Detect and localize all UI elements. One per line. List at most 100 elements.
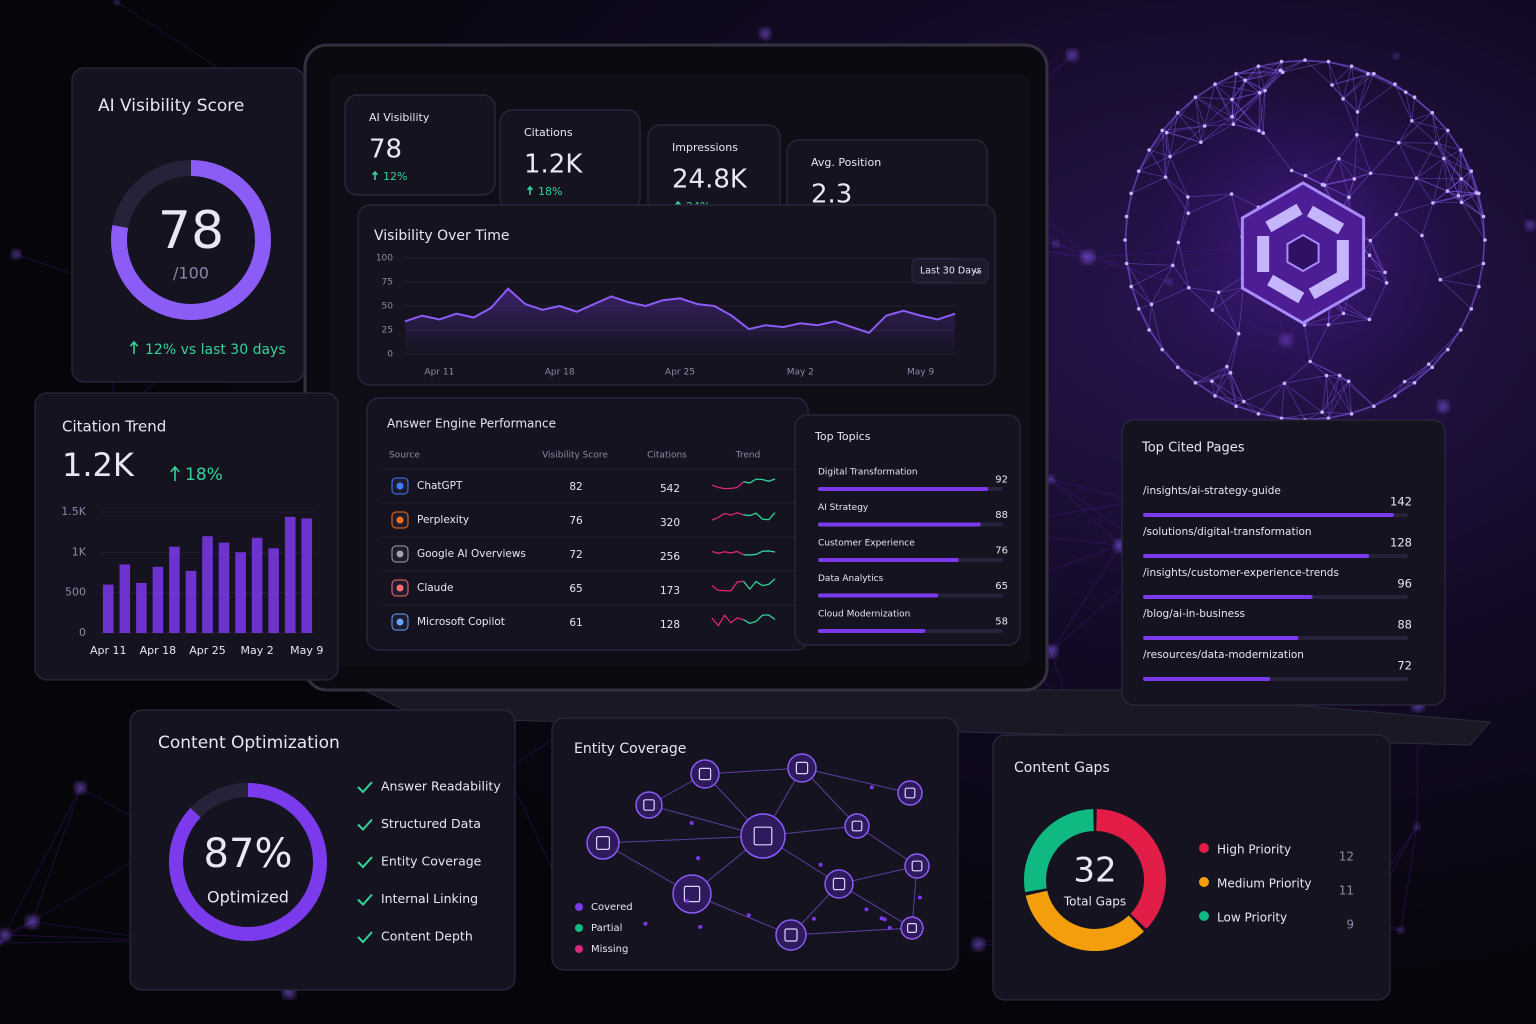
visibility-score: 61	[569, 617, 582, 629]
range-selector[interactable]	[911, 258, 989, 284]
sphere-link	[1331, 84, 1344, 100]
sphere-link	[1230, 372, 1237, 407]
sphere-link	[1177, 112, 1202, 143]
sphere-link	[1339, 375, 1349, 382]
sphere-node	[1147, 328, 1151, 332]
entity-dot	[685, 899, 690, 904]
bar	[1143, 513, 1394, 517]
sphere-link	[1214, 83, 1233, 117]
sphere-node	[1459, 177, 1464, 181]
sphere-link	[1475, 192, 1484, 217]
sphere-link	[1161, 349, 1179, 368]
sphere-node	[1396, 140, 1401, 145]
sphere-link	[1258, 61, 1282, 67]
sphere-link	[1404, 366, 1433, 382]
kpi-value: 24.8K	[672, 165, 748, 195]
sphere-node	[1346, 379, 1351, 384]
check-icon	[357, 818, 373, 831]
sphere-node	[1481, 261, 1486, 266]
kpi-change: 12%	[383, 170, 407, 183]
sphere-link	[1281, 383, 1285, 419]
panel-title: Top Cited Pages	[1141, 441, 1245, 456]
x-tick-label: May 9	[907, 368, 934, 378]
legend-dot	[575, 945, 583, 953]
sphere-node	[1326, 416, 1331, 421]
bar	[818, 487, 989, 491]
range-selector-label[interactable]: Last 30 Days	[920, 266, 982, 277]
sphere-link	[1351, 65, 1369, 75]
entity-dot	[869, 785, 874, 790]
legend-dot	[1199, 877, 1209, 887]
sphere-node	[1442, 156, 1446, 161]
kpi-card	[344, 94, 496, 196]
entity-dot	[882, 917, 887, 922]
sphere-node	[1193, 95, 1198, 99]
sphere-node	[1322, 183, 1327, 187]
sphere-link	[1195, 97, 1206, 127]
sphere-link	[1212, 309, 1239, 335]
sphere-link	[1483, 239, 1486, 264]
trend-sparkline	[742, 578, 776, 591]
bar	[152, 566, 164, 633]
entity-link	[801, 767, 911, 794]
citations: 128	[660, 619, 680, 631]
sphere-link	[1470, 170, 1480, 194]
sphere-link	[1342, 73, 1369, 100]
sphere-link	[1370, 214, 1397, 241]
sphere-link	[1166, 132, 1171, 157]
sphere-link	[1421, 202, 1434, 236]
bar	[169, 546, 180, 633]
entity-dot	[818, 862, 823, 867]
bg-node	[0, 929, 11, 941]
y-tick-label: 500	[65, 586, 86, 599]
entity-icon	[851, 820, 863, 832]
sphere-link	[1443, 158, 1472, 172]
sphere-link	[1161, 112, 1179, 131]
sphere-node	[1446, 128, 1450, 133]
trend-sparkline	[711, 580, 744, 592]
sphere-node	[1368, 171, 1373, 176]
entity-node	[775, 919, 807, 951]
bg-node	[1413, 823, 1421, 831]
entity-node	[586, 826, 620, 860]
sphere-link	[1130, 286, 1152, 305]
sphere-link	[1305, 158, 1340, 176]
sphere-link	[1165, 176, 1189, 214]
sphere-link	[1264, 61, 1282, 91]
sphere-link	[1304, 59, 1333, 86]
sphere-node	[1426, 362, 1431, 366]
sphere-link	[1440, 263, 1484, 281]
sphere-node	[1483, 238, 1487, 242]
sphere-link	[1369, 240, 1387, 283]
sphere-link	[1226, 366, 1237, 407]
sphere-node	[1129, 191, 1133, 196]
bg-link	[4, 787, 81, 936]
bg-node	[0, 940, 3, 946]
sphere-link	[1431, 112, 1445, 159]
sphere-link	[1439, 279, 1472, 310]
sphere-link	[1280, 59, 1306, 71]
sphere-link	[1231, 90, 1266, 118]
bg-node	[25, 915, 39, 929]
sphere-link	[1124, 239, 1127, 264]
entity-icon	[784, 928, 798, 942]
sphere-link	[1435, 142, 1445, 159]
sphere-node	[1341, 97, 1345, 101]
sphere-node	[1186, 285, 1191, 290]
sphere-link	[1436, 142, 1461, 151]
trend-sparkline	[711, 512, 744, 521]
bg-node	[1052, 240, 1060, 247]
pie-segment	[1095, 809, 1166, 929]
sphere-link	[1342, 66, 1352, 99]
kpi-label: Impressions	[672, 141, 738, 154]
entity-dot	[643, 921, 648, 926]
citations: 542	[660, 483, 680, 495]
sphere-link	[1166, 132, 1202, 143]
entity-dot	[864, 907, 869, 912]
sphere-node	[1446, 347, 1450, 352]
x-tick-label: Apr 25	[665, 368, 695, 378]
sphere-node	[1393, 394, 1397, 398]
chart-title: Visibility Over Time	[374, 228, 510, 244]
sphere-node	[1228, 370, 1233, 375]
entity-node	[844, 813, 870, 839]
